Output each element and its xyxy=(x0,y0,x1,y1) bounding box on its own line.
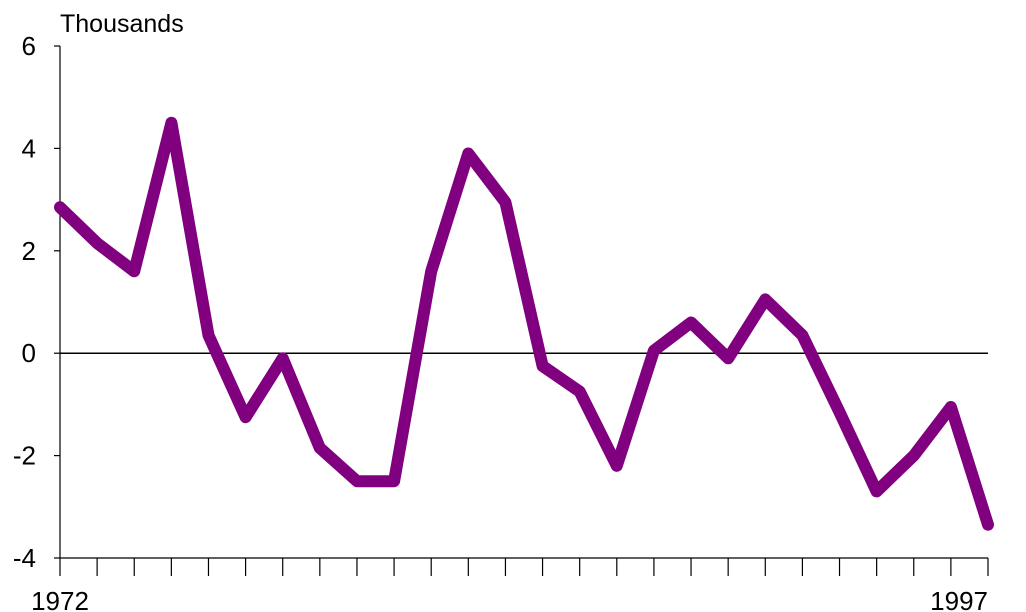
data-points xyxy=(59,122,989,525)
y-axis-ticks: 6 4 2 0 -2 -4 xyxy=(13,31,60,573)
series-line xyxy=(54,116,994,531)
y-tick-label: -2 xyxy=(13,441,36,471)
x-tick-label-end: 1997 xyxy=(930,586,988,612)
y-tick-label: 4 xyxy=(22,133,36,163)
y-tick-label: 0 xyxy=(22,338,36,368)
x-tick-label-start: 1972 xyxy=(31,586,89,612)
y-unit-label: Thousands xyxy=(60,10,184,38)
x-axis-ticks xyxy=(59,558,989,576)
y-tick-label: 2 xyxy=(22,236,36,266)
y-tick-label: 6 xyxy=(22,31,36,61)
y-tick-label: -4 xyxy=(13,543,36,573)
